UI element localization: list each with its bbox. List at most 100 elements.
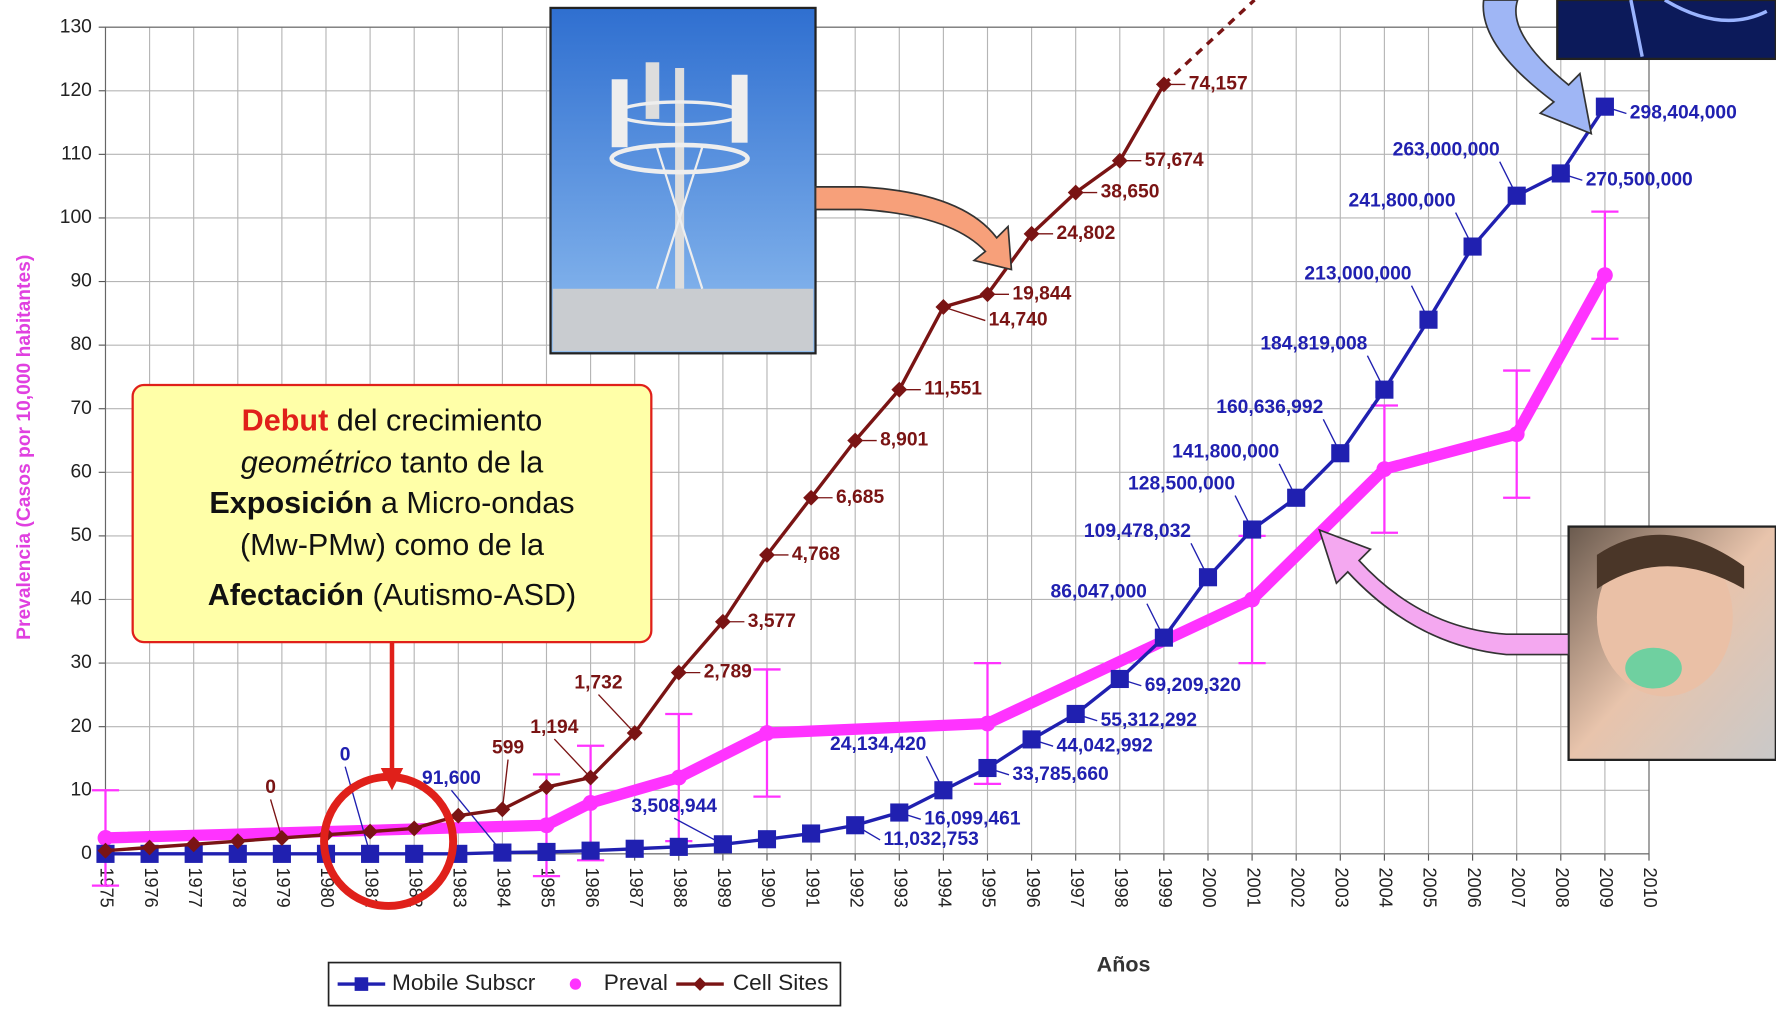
data-label: 33,785,660 [1012, 764, 1108, 785]
marker [979, 715, 996, 732]
data-label: 1,194 [530, 717, 578, 738]
callout-run: tanto de la [392, 445, 543, 479]
callout-run: Debut [242, 403, 329, 437]
data-label: 599 [492, 737, 524, 758]
series [91, 210, 1619, 887]
x-tick-label: 1989 [714, 867, 734, 907]
plot-area: 1975 1976 1977 1978 1979 1980 1981 1982 1983 1984… [60, 0, 1737, 908]
leader-line [1604, 106, 1627, 115]
y-tick-label: 110 [61, 143, 92, 164]
callout-run: Afectación [208, 578, 364, 612]
data-label: 241,800,000 [1349, 190, 1456, 211]
leader-line [1322, 418, 1341, 454]
marker [625, 839, 644, 858]
data-label: 3,577 [748, 611, 796, 632]
leader-line [987, 767, 1010, 776]
marker [538, 779, 555, 796]
y-tick-label: 130 [60, 16, 92, 37]
data-label: 0 [340, 744, 351, 765]
x-tick-label: 2007 [1508, 867, 1528, 907]
marker [1507, 186, 1526, 205]
x-tick-label: 1976 [141, 867, 161, 907]
data-label: 55,312,292 [1101, 710, 1197, 731]
data-label: 1,732 [574, 672, 622, 693]
leader-line [1031, 738, 1054, 747]
marker [1376, 461, 1393, 478]
leader-line [1119, 678, 1142, 687]
x-tick-label: 2009 [1596, 867, 1616, 907]
y-tick-label: 50 [70, 525, 91, 546]
y-tick-label: 20 [70, 716, 91, 737]
leader-line [1366, 355, 1386, 390]
callout-run: (Autismo-ASD) [364, 578, 576, 612]
marker [759, 725, 775, 741]
x-axis-title: Años [1097, 953, 1151, 977]
marker [184, 844, 203, 863]
data-label: 128,500,000 [1128, 473, 1235, 494]
x-tick-label: 2004 [1376, 867, 1396, 907]
data-label: 263,000,000 [1393, 139, 1500, 160]
x-tick-label: 1987 [626, 867, 646, 907]
data-label: 86,047,000 [1051, 581, 1147, 602]
leader-line [854, 824, 881, 841]
x-tick-label: 1992 [846, 867, 866, 907]
leader-line [269, 799, 283, 839]
x-tick-label: 1997 [1067, 867, 1087, 907]
x-tick-label: 1981 [361, 867, 381, 907]
x-tick-label: 1988 [670, 867, 690, 907]
data-label: 141,800,000 [1172, 442, 1279, 463]
callout-run: (Mw-PMw) como de la [240, 528, 544, 562]
y-tick-label: 120 [60, 80, 92, 101]
leader-line [925, 755, 945, 791]
x-tick-label: 2008 [1552, 867, 1572, 907]
callout-line: Afectación (Autismo-ASD) [208, 578, 577, 612]
data-label: 160,636,992 [1216, 397, 1323, 418]
data-label: 184,819,008 [1260, 333, 1367, 354]
x-tick-label: 1984 [494, 867, 514, 907]
data-label: 24,802 [1057, 223, 1116, 244]
marker [228, 844, 247, 863]
data-label: 6,685 [836, 487, 884, 508]
data-label: 4,768 [792, 544, 840, 565]
marker [1244, 591, 1261, 608]
y-tick-label: 80 [70, 334, 91, 355]
data-label: 298,404,000 [1630, 103, 1737, 124]
x-tick-label: 1978 [229, 867, 249, 907]
data-label: 19,844 [1012, 283, 1071, 304]
top-photo [1556, 0, 1776, 61]
leader-line [1455, 212, 1474, 247]
marker [273, 830, 290, 846]
x-tick-label: 1986 [582, 867, 602, 907]
leader-line [1146, 603, 1165, 638]
leader-line [344, 766, 371, 855]
data-label: 213,000,000 [1304, 263, 1411, 284]
leader-line [1410, 285, 1430, 320]
x-tick-label: 1983 [450, 867, 470, 907]
data-label: 11,032,753 [884, 829, 980, 850]
x-tick-label: 2003 [1332, 867, 1352, 907]
legend-box [327, 961, 842, 1007]
leader-line [1560, 172, 1583, 181]
x-tick-label: 1996 [1023, 867, 1043, 907]
marker [1067, 184, 1084, 201]
marker [757, 830, 777, 849]
legend-swatch [569, 978, 582, 990]
data-label: 270,500,000 [1586, 169, 1693, 190]
leader-line [1278, 463, 1297, 499]
marker [582, 795, 599, 811]
callout-run: a Micro-ondas [372, 486, 574, 520]
projection-line [1162, 0, 1256, 86]
y-axis-title: Prevalencia (Casos por 10,000 habitantes… [14, 255, 35, 640]
tower-photo [549, 6, 817, 355]
leader-line [1234, 495, 1253, 530]
marker [537, 842, 556, 862]
x-tick-label: 1999 [1155, 867, 1175, 907]
highlight-circle [320, 772, 458, 910]
x-tick-label: 1991 [802, 867, 822, 907]
leader-line [1499, 161, 1518, 196]
marker [581, 841, 600, 860]
leader-line [1075, 713, 1098, 722]
marker [802, 824, 821, 843]
leader-line [943, 306, 986, 322]
